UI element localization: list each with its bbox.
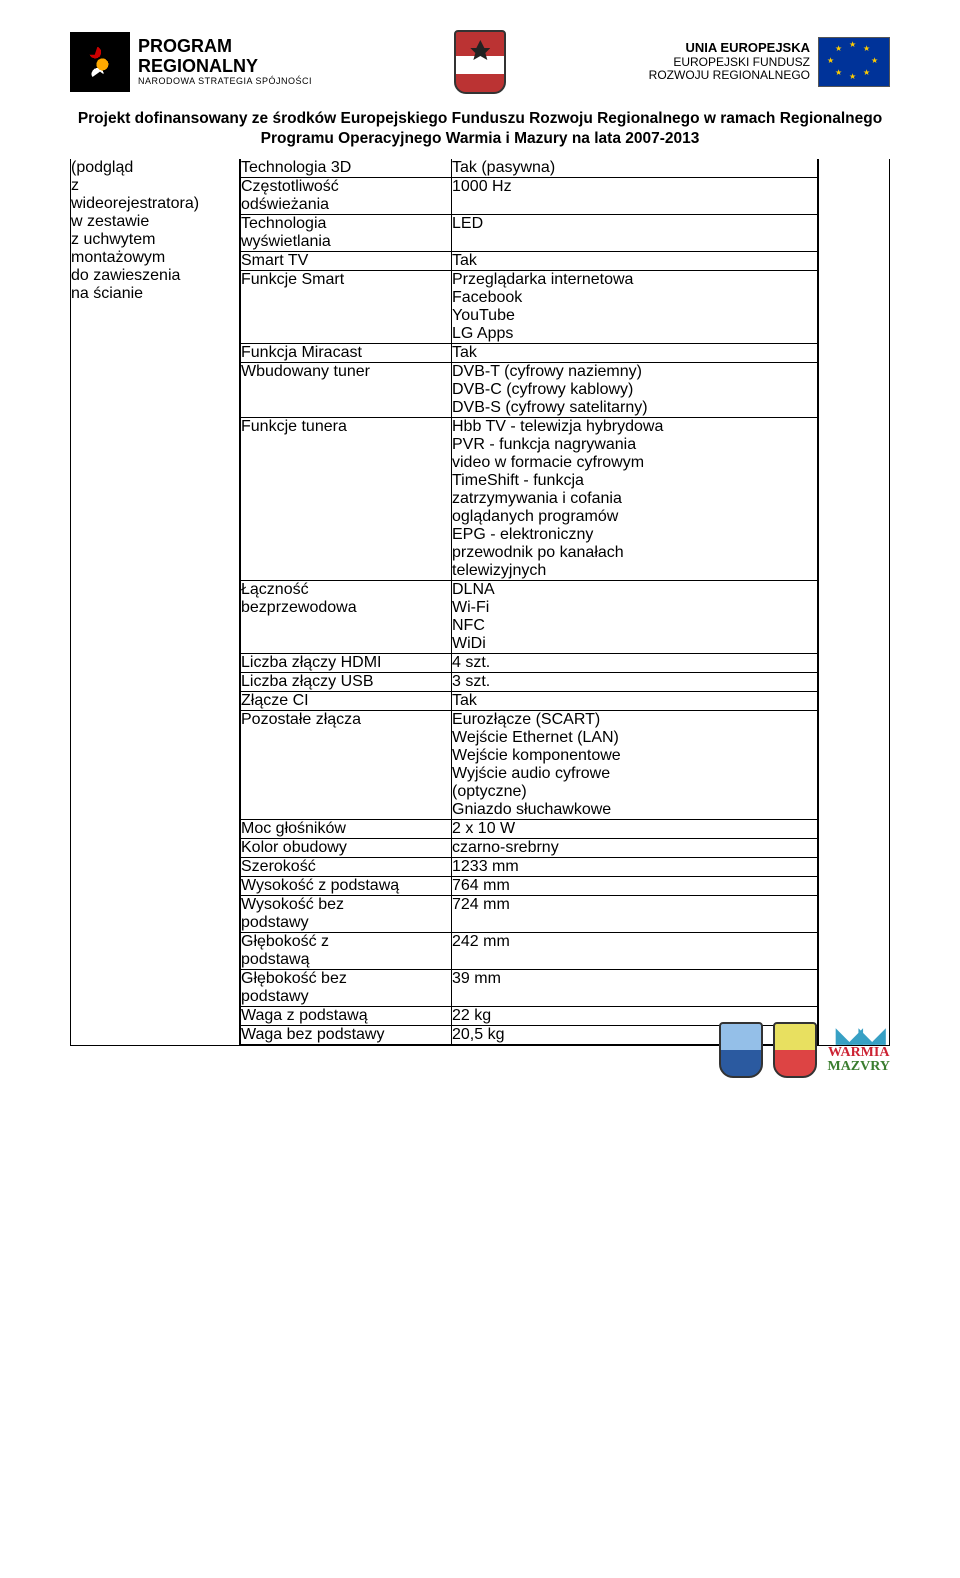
value-cell: 2 x 10 W (452, 820, 818, 839)
param-cell: Liczba złączy HDMI (241, 654, 452, 673)
param-cell: Funkcja Miracast (241, 344, 452, 363)
value-cell: czarno-srebrny (452, 839, 818, 858)
value-cell: 4 szt. (452, 654, 818, 673)
param-cell: Częstotliwość odświeżania (241, 178, 452, 215)
table-row: Funkcja MiracastTak (241, 344, 818, 363)
value-cell: Tak (pasywna) (452, 159, 818, 178)
table-row: Wbudowany tunerDVB-T (cyfrowy naziemny) … (241, 363, 818, 418)
value-cell: Tak (452, 344, 818, 363)
param-cell: Waga bez podstawy (241, 1026, 452, 1045)
outer-label-cell: (podgląd z wideorejestratora) w zestawie… (71, 159, 240, 1046)
program-title: PROGRAM (138, 37, 312, 57)
table-row: Częstotliwość odświeżania1000 Hz (241, 178, 818, 215)
program-subtitle: REGIONALNY (138, 57, 312, 77)
eu-flag-icon: ★ ★ ★ ★ ★ ★ ★ ★ (818, 37, 890, 87)
table-row: Łączność bezprzewodowaDLNA Wi-Fi NFC WiD… (241, 581, 818, 654)
empty-right-cell (819, 159, 890, 1046)
param-cell: Wysokość z podstawą (241, 877, 452, 896)
header-logos: PROGRAM REGIONALNY NARODOWA STRATEGIA SP… (70, 30, 890, 94)
value-cell: 39 mm (452, 970, 818, 1007)
param-cell: Funkcje tunera (241, 418, 452, 581)
param-cell: Waga z podstawą (241, 1007, 452, 1026)
param-cell: Technologia 3D (241, 159, 452, 178)
warmia-text: WARMIA (828, 1045, 889, 1060)
value-cell: Eurozłącze (SCART) Wejście Ethernet (LAN… (452, 711, 818, 820)
param-cell: Pozostałe złącza (241, 711, 452, 820)
param-cell: Głębokość bez podstawy (241, 970, 452, 1007)
spec-table: Technologia 3DTak (pasywna)Częstotliwość… (240, 159, 818, 1045)
program-star-icon (70, 32, 130, 92)
eu-title: UNIA EUROPEJSKA (649, 41, 810, 56)
param-cell: Technologia wyświetlania (241, 215, 452, 252)
table-row: Moc głośników2 x 10 W (241, 820, 818, 839)
value-cell: 1000 Hz (452, 178, 818, 215)
eu-fund2: ROZWOJU REGIONALNEGO (649, 69, 810, 83)
spec-cell: Technologia 3DTak (pasywna)Częstotliwość… (240, 159, 819, 1046)
param-cell: Złącze CI (241, 692, 452, 711)
funding-note: Projekt dofinansowany ze środków Europej… (70, 109, 890, 149)
logo-program-block: PROGRAM REGIONALNY NARODOWA STRATEGIA SP… (70, 32, 312, 92)
regional-crest-icon (454, 30, 506, 94)
param-cell: Kolor obudowy (241, 839, 452, 858)
value-cell: Hbb TV - telewizja hybrydowa PVR - funkc… (452, 418, 818, 581)
table-row: Głębokość bez podstawy39 mm (241, 970, 818, 1007)
param-cell: Wbudowany tuner (241, 363, 452, 418)
page: PROGRAM REGIONALNY NARODOWA STRATEGIA SP… (0, 0, 960, 1096)
param-cell: Smart TV (241, 252, 452, 271)
warmia-mazury-logo: ◣◢◣◢ WARMIA MAZVRY (827, 1026, 890, 1074)
eu-stars-icon: ★ ★ ★ ★ ★ ★ ★ ★ (819, 38, 889, 86)
logo-eu-block: UNIA EUROPEJSKA EUROPEJSKI FUNDUSZ ROZWO… (649, 37, 890, 87)
value-cell: 724 mm (452, 896, 818, 933)
value-cell: Tak (452, 692, 818, 711)
value-cell: 3 szt. (452, 673, 818, 692)
footer-crest-2-icon (773, 1022, 817, 1078)
value-cell: Przeglądarka internetowa Facebook YouTub… (452, 271, 818, 344)
param-cell: Głębokość z podstawą (241, 933, 452, 970)
value-cell: 242 mm (452, 933, 818, 970)
table-row: Technologia wyświetlaniaLED (241, 215, 818, 252)
eu-text: UNIA EUROPEJSKA EUROPEJSKI FUNDUSZ ROZWO… (649, 41, 810, 84)
program-text: PROGRAM REGIONALNY NARODOWA STRATEGIA SP… (138, 37, 312, 86)
table-row: Wysokość z podstawą764 mm (241, 877, 818, 896)
value-cell: DLNA Wi-Fi NFC WiDi (452, 581, 818, 654)
program-strategy: NARODOWA STRATEGIA SPÓJNOŚCI (138, 77, 312, 87)
footer-crest-1-icon (719, 1022, 763, 1078)
value-cell: 764 mm (452, 877, 818, 896)
eu-fund1: EUROPEJSKI FUNDUSZ (649, 56, 810, 70)
param-cell: Wysokość bez podstawy (241, 896, 452, 933)
table-row: Pozostałe złączaEurozłącze (SCART) Wejśc… (241, 711, 818, 820)
footer-logos: ◣◢◣◢ WARMIA MAZVRY (719, 1022, 890, 1078)
param-cell: Moc głośników (241, 820, 452, 839)
value-cell: 1233 mm (452, 858, 818, 877)
value-cell: LED (452, 215, 818, 252)
param-cell: Łączność bezprzewodowa (241, 581, 452, 654)
table-row: Liczba złączy HDMI4 szt. (241, 654, 818, 673)
param-cell: Liczba złączy USB (241, 673, 452, 692)
table-row: Liczba złączy USB3 szt. (241, 673, 818, 692)
param-cell: Szerokość (241, 858, 452, 877)
value-cell: Tak (452, 252, 818, 271)
main-table: (podgląd z wideorejestratora) w zestawie… (70, 159, 890, 1046)
table-row: Szerokość1233 mm (241, 858, 818, 877)
value-cell: DVB-T (cyfrowy naziemny) DVB-C (cyfrowy … (452, 363, 818, 418)
table-row: Złącze CITak (241, 692, 818, 711)
table-row: Technologia 3DTak (pasywna) (241, 159, 818, 178)
table-row: Głębokość z podstawą242 mm (241, 933, 818, 970)
table-row: Smart TVTak (241, 252, 818, 271)
table-row: Wysokość bez podstawy724 mm (241, 896, 818, 933)
table-row: Funkcje SmartPrzeglądarka internetowa Fa… (241, 271, 818, 344)
param-cell: Funkcje Smart (241, 271, 452, 344)
table-row: Funkcje tuneraHbb TV - telewizja hybrydo… (241, 418, 818, 581)
table-row: Kolor obudowyczarno-srebrny (241, 839, 818, 858)
mazury-text: MAZVRY (827, 1059, 890, 1074)
sails-icon: ◣◢◣◢ (827, 1026, 890, 1046)
